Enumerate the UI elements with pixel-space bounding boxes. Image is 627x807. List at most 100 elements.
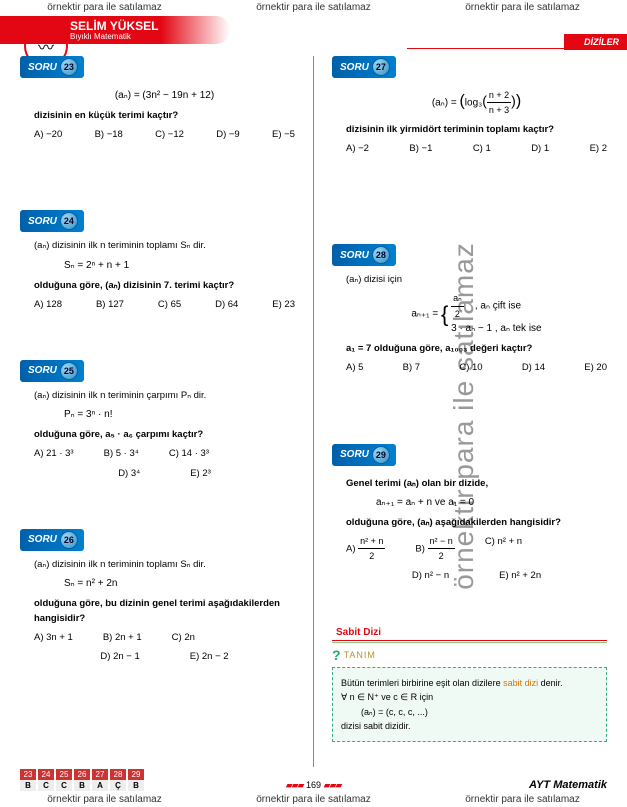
- soru-label: SORU: [28, 534, 57, 545]
- soru-number: 28: [372, 246, 390, 264]
- choice: E) −5: [272, 127, 295, 142]
- soru-number: 27: [372, 58, 390, 76]
- choice: B) 5 · 3⁴: [104, 446, 139, 461]
- choice: C) n² + n: [485, 534, 522, 564]
- choice: B) n² − n2: [415, 534, 454, 564]
- q25-intro: (aₙ) dizisinin ilk n teriminin çarpımı P…: [34, 388, 295, 403]
- choice: D) n² − n: [412, 568, 449, 583]
- choice: A) 21 · 3³: [34, 446, 74, 461]
- info-line: ∀ n ∈ N⁺ ve c ∈ R için: [341, 690, 598, 704]
- tanim-badge: ? TANIM: [332, 647, 376, 663]
- q27-formula: (aₙ) = (log₃(n + 2n + 3)): [346, 88, 607, 118]
- q28-text: a₁ = 7 olduğuna göre, a₁₀₀₃ değeri kaçtı…: [346, 341, 607, 356]
- choice: B) 2n + 1: [103, 630, 142, 645]
- soru-label: SORU: [340, 449, 369, 460]
- q26-formula: Sₙ = n² + 2n: [34, 576, 295, 592]
- choice: A) −2: [346, 141, 369, 156]
- choice: D) 1: [531, 141, 549, 156]
- q29-choices-row2: D) n² − n E) n² + 2n: [346, 568, 607, 583]
- soru-label: SORU: [28, 216, 57, 227]
- content: SORU23 (aₙ) = (3n² − 19n + 12) dizisinin…: [20, 56, 607, 767]
- q26-choices-row2: D) 2n − 1 E) 2n − 2: [34, 649, 295, 664]
- q25-text: olduğuna göre, a₅ · a₆ çarpımı kaçtır?: [34, 427, 295, 442]
- choice: C) 14 · 3³: [169, 446, 209, 461]
- question-25: SORU25 (aₙ) dizisinin ilk n teriminin ça…: [20, 360, 295, 481]
- choice: C) 2n: [172, 630, 195, 645]
- q24-choices: A) 128 B) 127 C) 65 D) 64 E) 23: [34, 297, 295, 312]
- watermark-top: örnektir para ile satılamazörnektir para…: [0, 2, 627, 13]
- choice: A) 3n + 1: [34, 630, 73, 645]
- choice: E) 2: [590, 141, 607, 156]
- choice: D) 3⁴: [118, 466, 140, 481]
- soru-label: SORU: [28, 365, 57, 376]
- sabit-title: Sabit Dizi: [336, 627, 607, 638]
- watermark-bottom: örnektir para ile satılamazörnektir para…: [0, 794, 627, 805]
- choice: A) 128: [34, 297, 62, 312]
- choice: E) 23: [272, 297, 295, 312]
- choice: D) −9: [216, 127, 240, 142]
- choice: C) 1: [473, 141, 491, 156]
- choice: C) −12: [155, 127, 184, 142]
- soru-number: 25: [60, 362, 78, 380]
- info-line: dizisi sabit dizidir.: [341, 719, 598, 733]
- q29-text: olduğuna göre, (aₙ) aşağıdakilerden hang…: [346, 515, 607, 530]
- q24-formula: Sₙ = 2ⁿ + n + 1: [34, 258, 295, 274]
- footer-brand: AYT Matematik: [529, 779, 607, 791]
- choice: C) 10: [459, 360, 482, 375]
- choice: B) −1: [409, 141, 432, 156]
- choice: B) −18: [95, 127, 123, 142]
- q24-intro: (aₙ) dizisinin ilk n teriminin toplamı S…: [34, 238, 295, 253]
- question-icon: ?: [332, 647, 341, 663]
- header-line: [407, 48, 627, 49]
- q25-choices-row1: A) 21 · 3³ B) 5 · 3⁴ C) 14 · 3³: [34, 446, 295, 461]
- q26-intro: (aₙ) dizisinin ilk n teriminin toplamı S…: [34, 557, 295, 572]
- question-23: SORU23 (aₙ) = (3n² − 19n + 12) dizisinin…: [20, 56, 295, 142]
- q28-intro: (aₙ) dizisi için: [346, 272, 607, 287]
- q23-text: dizisinin en küçük terimi kaçtır?: [34, 108, 295, 123]
- question-27: SORU27 (aₙ) = (log₃(n + 2n + 3)) dizisin…: [332, 56, 607, 156]
- q23-choices: A) −20 B) −18 C) −12 D) −9 E) −5: [34, 127, 295, 142]
- choice: D) 2n − 1: [100, 649, 139, 664]
- choice: E) 2n − 2: [190, 649, 229, 664]
- logo-swoosh: SELİM YÜKSEL Bıyıklı Matematik: [0, 16, 230, 44]
- q29-formula: aₙ₊₁ = aₙ + n ve a₁ = 0: [346, 495, 607, 511]
- q29-intro: Genel terimi (aₙ) olan bir dizide,: [346, 476, 607, 491]
- info-line: (aₙ) = (c, c, c, ...): [341, 705, 598, 719]
- q25-choices-row2: D) 3⁴ E) 2³: [34, 466, 295, 481]
- right-column: SORU27 (aₙ) = (log₃(n + 2n + 3)) dizisin…: [332, 56, 607, 767]
- choice: B) 127: [96, 297, 124, 312]
- question-29: SORU29 Genel terimi (aₙ) olan bir dizide…: [332, 444, 607, 583]
- q29-choices-row1: A) n² + n2 B) n² − n2 C) n² + n: [346, 534, 607, 564]
- soru-number: 23: [60, 58, 78, 76]
- brand-sub: Bıyıklı Matematik: [70, 32, 158, 41]
- question-26: SORU26 (aₙ) dizisinin ilk n teriminin to…: [20, 529, 295, 665]
- choice: E) 2³: [190, 466, 211, 481]
- page-header: 〰 SELİM YÜKSEL Bıyıklı Matematik DİZİLER: [0, 14, 627, 46]
- choice: A) n² + n2: [346, 534, 385, 564]
- q26-choices-row1: A) 3n + 1 B) 2n + 1 C) 2n: [34, 630, 295, 645]
- choice: D) 14: [522, 360, 545, 375]
- q28-piecewise: aₙ₊₁ = { aₙ2 , aₙ çift ise 3 · aₙ − 1 , …: [346, 291, 607, 337]
- info-box: Bütün terimleri birbirine eşit olan dizi…: [332, 667, 607, 743]
- question-24: SORU24 (aₙ) dizisinin ilk n teriminin to…: [20, 210, 295, 312]
- q28-choices: A) 5 B) 7 C) 10 D) 14 E) 20: [346, 360, 607, 375]
- q27-text: dizisinin ilk yirmidört teriminin toplam…: [346, 122, 607, 137]
- choice: A) 5: [346, 360, 363, 375]
- soru-label: SORU: [340, 250, 369, 261]
- choice: A) −20: [34, 127, 62, 142]
- choice: C) 65: [158, 297, 181, 312]
- q26-text: olduğuna göre, bu dizinin genel terimi a…: [34, 596, 295, 626]
- soru-number: 29: [372, 446, 390, 464]
- brand-name: SELİM YÜKSEL: [70, 20, 158, 32]
- soru-number: 24: [60, 212, 78, 230]
- soru-label: SORU: [28, 62, 57, 73]
- page-number: ▰▰▰ 169 ▰▰▰: [286, 780, 342, 791]
- answer-key: 23B 24C 25C 26B 27A 28Ç 29B: [20, 769, 144, 791]
- q25-formula: Pₙ = 3ⁿ · n!: [34, 407, 295, 423]
- soru-number: 26: [60, 531, 78, 549]
- q27-choices: A) −2 B) −1 C) 1 D) 1 E) 2: [346, 141, 607, 156]
- soru-label: SORU: [340, 62, 369, 73]
- left-column: SORU23 (aₙ) = (3n² − 19n + 12) dizisinin…: [20, 56, 295, 767]
- tanim-label: TANIM: [344, 650, 376, 660]
- sabit-dizi-section: Sabit Dizi ? TANIM Bütün terimleri birbi…: [332, 627, 607, 743]
